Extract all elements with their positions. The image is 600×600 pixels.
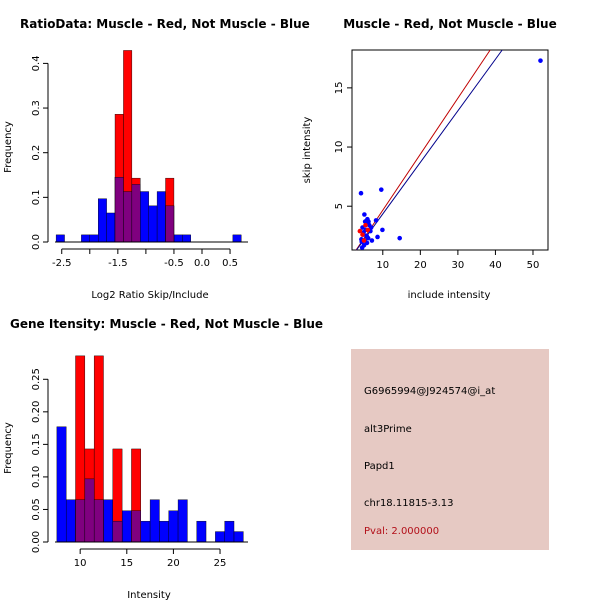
scatter-x-tick-label-2: 30 bbox=[452, 260, 465, 271]
scatter-blue-point-17 bbox=[359, 245, 365, 250]
scatter-fit-line-1 bbox=[356, 49, 503, 251]
gene-hist-blue-bar-16 bbox=[224, 520, 235, 543]
ratio-hist-title: RatioData: Muscle - Red, Not Muscle - Bl… bbox=[20, 17, 310, 31]
scatter-xlabel: include intensity bbox=[408, 290, 491, 301]
gene-hist-ylabel: Frequency bbox=[3, 422, 14, 474]
scatter-blue-point-15 bbox=[369, 238, 375, 243]
scatter-x-tick-label-4: 50 bbox=[527, 260, 540, 271]
ratio-hist-y-tick-label-0: 0.0 bbox=[31, 234, 42, 250]
ratio-hist-blue-bar-10 bbox=[156, 191, 166, 243]
ratio-hist-blue-bar-1 bbox=[81, 234, 90, 243]
ratio-hist-blue-bar-12 bbox=[173, 234, 183, 243]
ratio-hist-x-tick-label-6: 0.5 bbox=[222, 258, 238, 269]
gene-hist-overlap-bar-0 bbox=[75, 499, 86, 543]
ratio-hist-x-tick-label-2: -1.5 bbox=[108, 258, 128, 269]
gene-hist-xlabel: Intensity bbox=[127, 590, 171, 600]
scatter-blue-point-21 bbox=[380, 227, 385, 233]
gene-hist-blue-bar-15 bbox=[215, 531, 225, 543]
scatter-blue-point-0 bbox=[538, 58, 543, 63]
scatter-blue-point-1 bbox=[397, 235, 402, 241]
scatter-y-tick-label-2: 15 bbox=[334, 82, 345, 95]
scatter-y-tick-label-1: 10 bbox=[334, 141, 345, 154]
scatter-blue-point-3 bbox=[358, 190, 364, 196]
gene-hist-blue-bar-0 bbox=[56, 426, 67, 543]
scatter-blue-point-4 bbox=[362, 212, 367, 217]
gene-hist-y-tick-label-0: 0.00 bbox=[31, 531, 42, 553]
scatter-blue-point-13 bbox=[365, 235, 371, 241]
ratio-hist-y-tick-label-3: 0.3 bbox=[31, 100, 42, 116]
scatter-blue-point-26 bbox=[368, 225, 374, 230]
gene-hist-blue-bar-17 bbox=[233, 531, 244, 543]
ratio-hist-blue-bar-3 bbox=[98, 198, 107, 243]
chromosome-location-label: chr18.11815-3.13 bbox=[364, 498, 454, 509]
scatter-y-tick-label-0: 5 bbox=[334, 203, 345, 209]
gene-hist-overlap-bar-1 bbox=[84, 478, 95, 543]
event-type-label: alt3Prime bbox=[364, 424, 412, 435]
gene-hist-x-tick-label-2: 20 bbox=[167, 558, 180, 569]
pval-label: Pval: 2.000000 bbox=[364, 526, 440, 537]
gene-hist-blue-bar-9 bbox=[140, 520, 151, 543]
gene-hist-overlap-bar-2 bbox=[93, 499, 104, 543]
gene-hist-blue-bar-14 bbox=[196, 520, 207, 543]
scatter-red-point-2 bbox=[365, 227, 371, 233]
info-panel: G6965994@J924574@i_at alt3Prime Papd1 ch… bbox=[351, 349, 549, 550]
ratio-hist-blue-bar-0 bbox=[55, 234, 65, 243]
ratio-hist-blue-bar-2 bbox=[89, 234, 99, 243]
scatter-blue-point-19 bbox=[366, 219, 371, 224]
ratio-hist-blue-bar-9 bbox=[148, 205, 158, 243]
ratio-hist-overlap-bar-1 bbox=[123, 191, 133, 243]
ratio-hist-blue-bar-4 bbox=[106, 212, 116, 243]
ratio-hist-x-tick-label-4: -0.5 bbox=[164, 258, 184, 269]
gene-hist-overlap-bar-4 bbox=[131, 510, 141, 543]
gene-hist-overlap-bar-3 bbox=[112, 520, 123, 543]
gene-hist-blue-bar-5 bbox=[103, 499, 114, 543]
probe-id-label: G6965994@J924574@i_at bbox=[364, 386, 496, 397]
gene-hist-y-tick-label-4: 0.20 bbox=[31, 401, 42, 423]
ratio-hist-x-tick-label-0: -2.5 bbox=[52, 258, 72, 269]
scatter-red-point-1 bbox=[360, 232, 365, 237]
scatter-x-tick-label-3: 40 bbox=[489, 260, 502, 271]
ratio-hist-blue-bar-8 bbox=[140, 191, 149, 243]
ratio-hist-y-tick-label-1: 0.1 bbox=[31, 189, 42, 205]
scatter-blue-point-2 bbox=[378, 187, 384, 192]
gene-hist-y-tick-label-1: 0.05 bbox=[31, 498, 42, 520]
gene-hist-x-tick-label-1: 15 bbox=[120, 558, 133, 569]
scatter-x-tick-label-0: 10 bbox=[376, 260, 389, 271]
ratio-hist-ylabel: Frequency bbox=[3, 121, 14, 173]
ratio-hist-xlabel: Log2 Ratio Skip/Include bbox=[91, 290, 208, 301]
scatter-title: Muscle - Red, Not Muscle - Blue bbox=[343, 17, 557, 31]
gene-hist-title: Gene Itensity: Muscle - Red, Not Muscle … bbox=[10, 317, 323, 331]
ratio-hist-x-tick-label-5: 0.0 bbox=[194, 258, 210, 269]
gene-hist-x-tick-label-3: 25 bbox=[214, 558, 227, 569]
ratio-hist-overlap-bar-0 bbox=[114, 177, 124, 243]
scatter-plot-frame bbox=[351, 49, 549, 251]
scatter-blue-point-20 bbox=[373, 218, 379, 223]
ratio-hist-y-tick-label-4: 0.4 bbox=[31, 55, 42, 71]
gene-hist-y-tick-label-3: 0.15 bbox=[31, 433, 42, 455]
gene-hist-blue-bar-11 bbox=[159, 520, 169, 543]
scatter-red-point-0 bbox=[357, 228, 363, 234]
scatter-ylabel: skip intensity bbox=[302, 117, 313, 184]
gene-name-label: Papd1 bbox=[364, 461, 395, 472]
ratio-hist-blue-bar-14 bbox=[232, 234, 242, 243]
gene-hist-blue-bar-1 bbox=[65, 499, 76, 543]
gene-hist-y-tick-label-2: 0.10 bbox=[31, 466, 42, 488]
gene-hist-blue-bar-7 bbox=[121, 510, 132, 543]
scatter-red-point-4 bbox=[363, 222, 368, 228]
ratio-hist-y-tick-label-2: 0.2 bbox=[31, 145, 42, 161]
scatter-red-point-3 bbox=[361, 238, 367, 243]
scatter-x-tick-label-1: 20 bbox=[414, 260, 427, 271]
ratio-hist-overlap-bar-2 bbox=[131, 184, 141, 243]
gene-hist-x-tick-label-0: 10 bbox=[74, 558, 87, 569]
gene-hist-blue-bar-12 bbox=[168, 510, 179, 543]
ratio-hist-overlap-bar-3 bbox=[165, 205, 175, 243]
scatter-blue-point-22 bbox=[375, 234, 380, 240]
scatter-fit-line-0 bbox=[355, 49, 491, 251]
gene-hist-blue-bar-10 bbox=[149, 499, 160, 543]
gene-hist-y-tick-label-5: 0.25 bbox=[31, 368, 42, 390]
ratio-hist-blue-bar-13 bbox=[182, 234, 191, 243]
gene-hist-blue-bar-13 bbox=[177, 499, 188, 543]
